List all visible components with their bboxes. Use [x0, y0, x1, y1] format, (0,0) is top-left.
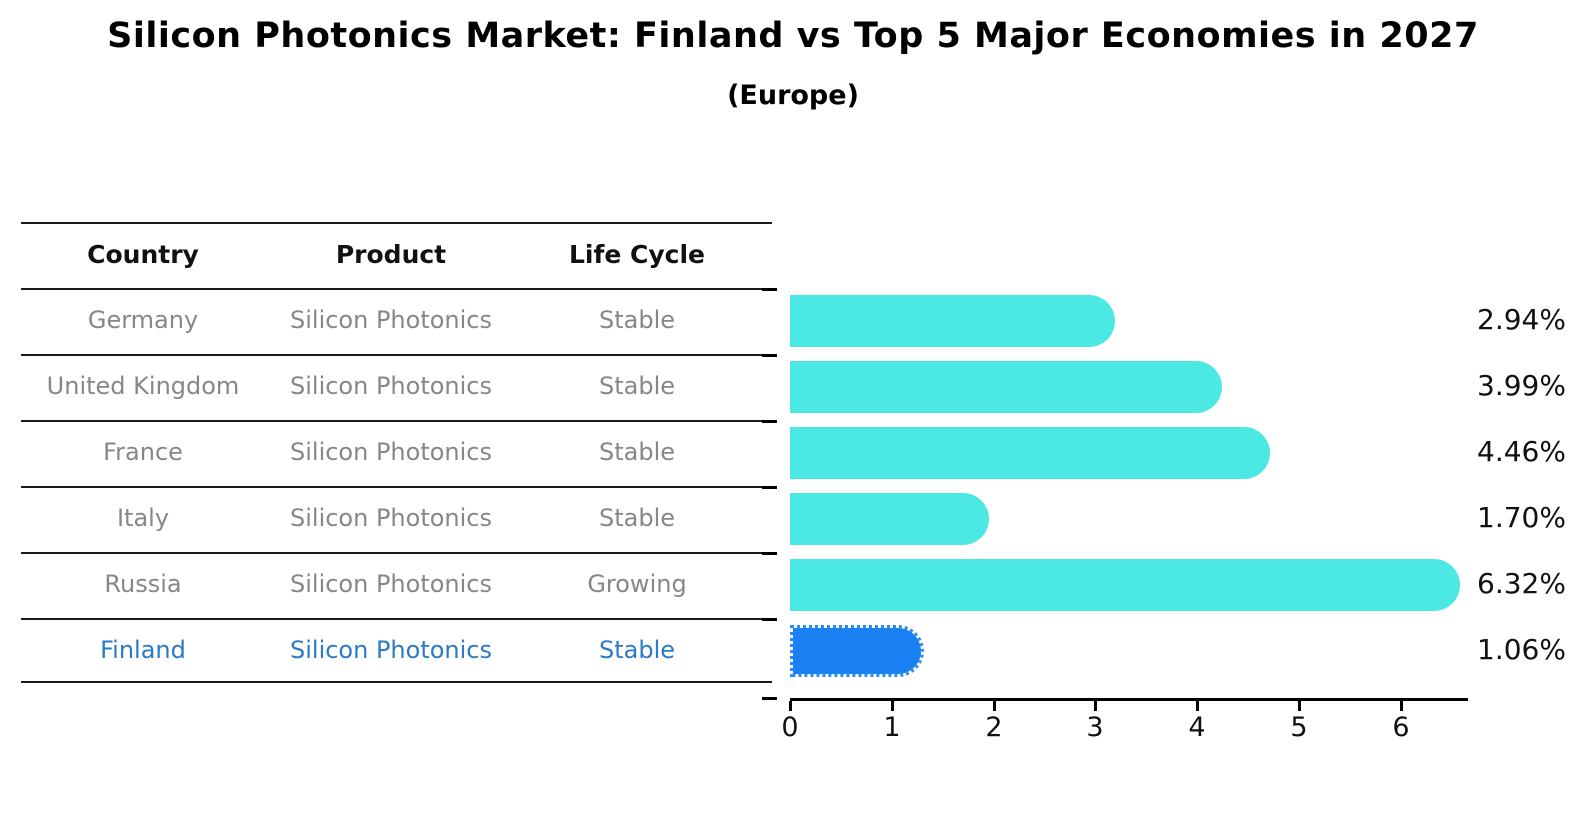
bar-russia — [790, 559, 1460, 611]
table-cell-product: Silicon Photonics — [290, 504, 492, 532]
bar-value-label: 1.06% — [1477, 633, 1566, 666]
table-header-row: Country Product Life Cycle — [21, 222, 772, 288]
table-top-border — [21, 222, 772, 224]
x-axis-line — [790, 698, 1468, 701]
table-row: Germany Silicon Photonics Stable — [21, 288, 772, 354]
table-row-divider — [21, 354, 772, 356]
x-axis-tick — [993, 701, 996, 711]
table-cell-life-cycle: Stable — [598, 636, 676, 664]
country-table: Country Product Life Cycle Germany Silico… — [21, 222, 772, 683]
x-axis-tick — [1094, 701, 1097, 711]
table-header-border — [21, 288, 772, 290]
bar-value-label: 6.32% — [1477, 567, 1566, 600]
column-header-country: Country — [87, 240, 199, 269]
table-cell-product: Silicon Photonics — [290, 570, 492, 598]
table-row-divider — [21, 420, 772, 422]
x-axis-tick — [1196, 701, 1199, 711]
bar-france — [790, 427, 1270, 479]
x-axis-tick — [891, 701, 894, 711]
table-cell-life-cycle: Stable — [598, 438, 676, 466]
y-axis-tick — [762, 552, 777, 555]
table-row-divider — [21, 681, 772, 683]
y-axis-tick — [762, 354, 777, 357]
x-axis-tick-label: 0 — [781, 712, 799, 743]
bar-value-label: 2.94% — [1477, 303, 1566, 336]
bar-finland — [790, 625, 924, 677]
y-axis-tick — [762, 420, 777, 423]
bar-germany — [790, 295, 1115, 347]
table-row: France Silicon Photonics Stable — [21, 420, 772, 486]
y-axis-tick — [762, 486, 777, 489]
bar-value-label: 1.70% — [1477, 501, 1566, 534]
y-axis-tick — [762, 618, 777, 621]
table-cell-life-cycle: Stable — [598, 372, 676, 400]
bar-value-label: 4.46% — [1477, 435, 1566, 468]
x-axis-tick — [1400, 701, 1403, 711]
x-axis-tick-label: 1 — [883, 712, 901, 743]
table-cell-life-cycle: Stable — [598, 306, 676, 334]
table-row: Finland Silicon Photonics Stable — [21, 618, 772, 684]
x-axis-tick-label: 5 — [1290, 712, 1308, 743]
x-axis-tick-label: 2 — [985, 712, 1003, 743]
bar-plot-area: 0 1 2 3 4 5 6 — [762, 288, 1468, 743]
table-cell-country: Finland — [100, 636, 186, 664]
table-cell-country: Germany — [87, 306, 199, 334]
table-row-divider — [21, 486, 772, 488]
table-cell-product: Silicon Photonics — [290, 306, 492, 334]
table-row-divider — [21, 618, 772, 620]
table-cell-product: Silicon Photonics — [290, 372, 492, 400]
bar-italy — [790, 493, 989, 545]
x-axis-tick-label: 3 — [1086, 712, 1104, 743]
x-axis-tick-label: 6 — [1392, 712, 1410, 743]
table-cell-country: United Kingdom — [46, 372, 240, 400]
table-cell-life-cycle: Growing — [587, 570, 687, 598]
table-cell-product: Silicon Photonics — [290, 438, 492, 466]
chart-subtitle: (Europe) — [727, 80, 859, 111]
table-cell-country: Italy — [116, 504, 170, 532]
bar-united-kingdom — [790, 361, 1222, 413]
x-axis-tick — [1298, 701, 1301, 711]
x-axis-tick — [789, 701, 792, 711]
chart-title: Silicon Photonics Market: Finland vs Top… — [107, 16, 1479, 56]
table-cell-product: Silicon Photonics — [290, 636, 492, 664]
table-row-divider — [21, 552, 772, 554]
y-axis-tick — [762, 697, 777, 700]
x-axis-tick-label: 4 — [1188, 712, 1206, 743]
table-row: Italy Silicon Photonics Stable — [21, 486, 772, 552]
table-cell-country: Russia — [104, 570, 182, 598]
table-row: Russia Silicon Photonics Growing — [21, 552, 772, 618]
table-cell-country: France — [103, 438, 183, 466]
table-row: United Kingdom Silicon Photonics Stable — [21, 354, 772, 420]
table-cell-life-cycle: Stable — [598, 504, 676, 532]
column-header-life-cycle: Life Cycle — [568, 240, 706, 269]
bar-value-label: 3.99% — [1477, 369, 1566, 402]
y-axis-tick — [762, 288, 777, 291]
column-header-product: Product — [335, 240, 447, 269]
